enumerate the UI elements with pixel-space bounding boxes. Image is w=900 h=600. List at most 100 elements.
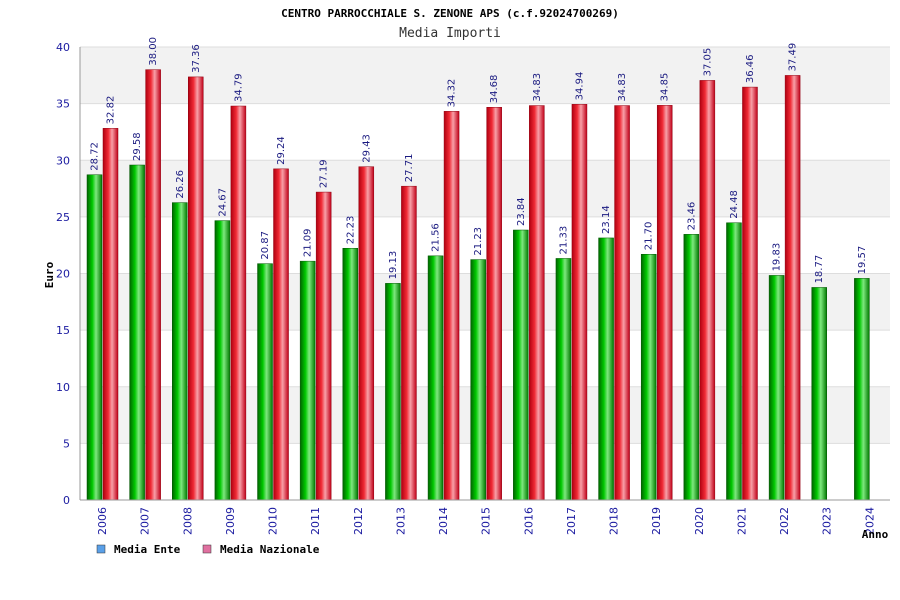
legend-label-media-nazionale: Media Nazionale	[220, 543, 320, 556]
bar-media-nazionale	[529, 105, 545, 501]
data-label: 37.49	[788, 43, 799, 72]
data-label: 18.77	[814, 255, 825, 284]
data-label: 21.09	[303, 229, 314, 258]
data-label: 29.43	[361, 134, 372, 163]
x-tick-label: 2024	[863, 507, 876, 535]
bar-media-nazionale	[571, 104, 588, 501]
bar-media-ente	[257, 263, 273, 501]
x-tick-label: 2012	[352, 507, 365, 535]
y-tick-label: 0	[63, 494, 70, 507]
bar-media-nazionale	[145, 69, 161, 501]
data-label: 26.26	[175, 170, 186, 199]
x-tick-label: 2019	[650, 507, 663, 535]
x-tick-label: 2013	[394, 507, 407, 535]
x-tick-label: 2014	[437, 507, 450, 535]
y-axis-ticks: 0 5 10 15 20 25 30 35 40	[56, 41, 70, 507]
x-axis-ticks: 2006 2007 2008 2009 2010 2011 2012 2013 2014 2015…	[96, 507, 876, 535]
bar-labels: 28.72 32.82 29.58 38.00 26.26 37.36 24.67 34.79…	[90, 37, 868, 283]
data-label: 29.24	[276, 136, 287, 165]
bar-media-nazionale	[273, 168, 289, 501]
data-label: 24.48	[729, 190, 740, 219]
bar-media-nazionale	[401, 185, 417, 501]
bar-media-ente	[640, 253, 657, 501]
chart-subtitle: Media Importi	[399, 26, 501, 41]
x-tick-label: 2015	[480, 507, 493, 535]
data-label: 21.23	[473, 227, 484, 256]
bar-media-ente	[342, 247, 359, 501]
data-label: 34.79	[233, 73, 244, 102]
bar-media-ente	[214, 220, 231, 501]
x-tick-label: 2008	[181, 507, 194, 535]
data-label: 23.84	[516, 197, 527, 226]
x-tick-label: 2017	[565, 507, 578, 535]
data-label: 38.00	[148, 37, 159, 66]
y-tick-label: 10	[56, 381, 70, 394]
x-tick-label: 2011	[309, 507, 322, 535]
x-axis-label: Anno	[862, 528, 889, 541]
data-label: 34.85	[660, 73, 671, 102]
bar-media-nazionale	[188, 76, 204, 501]
data-label: 20.87	[260, 231, 271, 260]
data-label: 19.57	[857, 246, 868, 275]
bar-media-ente	[470, 259, 486, 501]
data-label: 21.56	[431, 223, 442, 252]
data-label: 21.70	[644, 222, 655, 251]
bar-media-nazionale	[102, 128, 119, 501]
bar-media-ente	[811, 287, 827, 501]
x-tick-label: 2018	[608, 507, 621, 535]
bar-media-ente	[385, 283, 401, 501]
data-label: 34.32	[447, 79, 458, 108]
bar-media-ente	[129, 164, 145, 501]
bar-media-ente	[299, 260, 316, 501]
legend: Media Ente Media Nazionale	[96, 543, 320, 556]
x-tick-label: 2023	[821, 507, 834, 535]
data-label: 34.68	[489, 75, 500, 104]
bar-media-nazionale	[614, 105, 630, 501]
data-label: 36.46	[745, 54, 756, 83]
bar-media-ente	[683, 234, 700, 501]
bar-media-ente	[86, 174, 103, 501]
bar-media-ente	[513, 229, 529, 501]
x-tick-label: 2009	[224, 507, 237, 535]
x-tick-label: 2010	[267, 507, 280, 535]
y-tick-label: 5	[63, 437, 70, 450]
data-label: 34.94	[574, 72, 585, 101]
data-label: 28.72	[90, 142, 101, 171]
bar-media-ente	[854, 278, 870, 501]
data-label: 22.23	[345, 216, 356, 245]
y-tick-label: 35	[56, 98, 70, 111]
data-label: 24.67	[217, 188, 228, 217]
legend-label-media-ente: Media Ente	[114, 543, 181, 556]
bar-media-nazionale	[486, 106, 502, 501]
x-tick-label: 2016	[522, 507, 535, 535]
legend-swatch-media-nazionale	[202, 544, 212, 554]
bar-media-ente	[598, 237, 614, 501]
bar-media-nazionale	[699, 80, 716, 501]
data-label: 32.82	[106, 96, 117, 125]
bar-media-ente	[555, 258, 572, 501]
y-axis-label: Euro	[43, 261, 56, 288]
data-label: 37.36	[191, 44, 202, 73]
bar-media-ente	[768, 275, 785, 501]
y-tick-label: 15	[56, 324, 70, 337]
y-tick-label: 40	[56, 41, 70, 54]
data-label: 27.19	[319, 159, 330, 188]
bar-media-ente	[427, 255, 444, 501]
legend-swatch-media-ente	[96, 544, 106, 554]
bar-media-nazionale	[784, 75, 801, 501]
bar-media-ente	[172, 202, 188, 501]
bar-media-ente	[726, 222, 742, 501]
x-tick-label: 2020	[693, 507, 706, 535]
bar-media-nazionale	[358, 166, 375, 501]
data-label: 27.71	[404, 154, 415, 183]
data-label: 23.46	[686, 202, 697, 231]
y-tick-label: 20	[56, 268, 70, 281]
y-tick-label: 25	[56, 211, 70, 224]
bar-media-nazionale	[230, 105, 247, 501]
data-label: 29.58	[132, 132, 143, 161]
x-tick-label: 2006	[96, 507, 109, 535]
data-label: 34.83	[532, 73, 543, 102]
y-tick-label: 30	[56, 154, 70, 167]
bar-media-nazionale	[315, 191, 332, 501]
